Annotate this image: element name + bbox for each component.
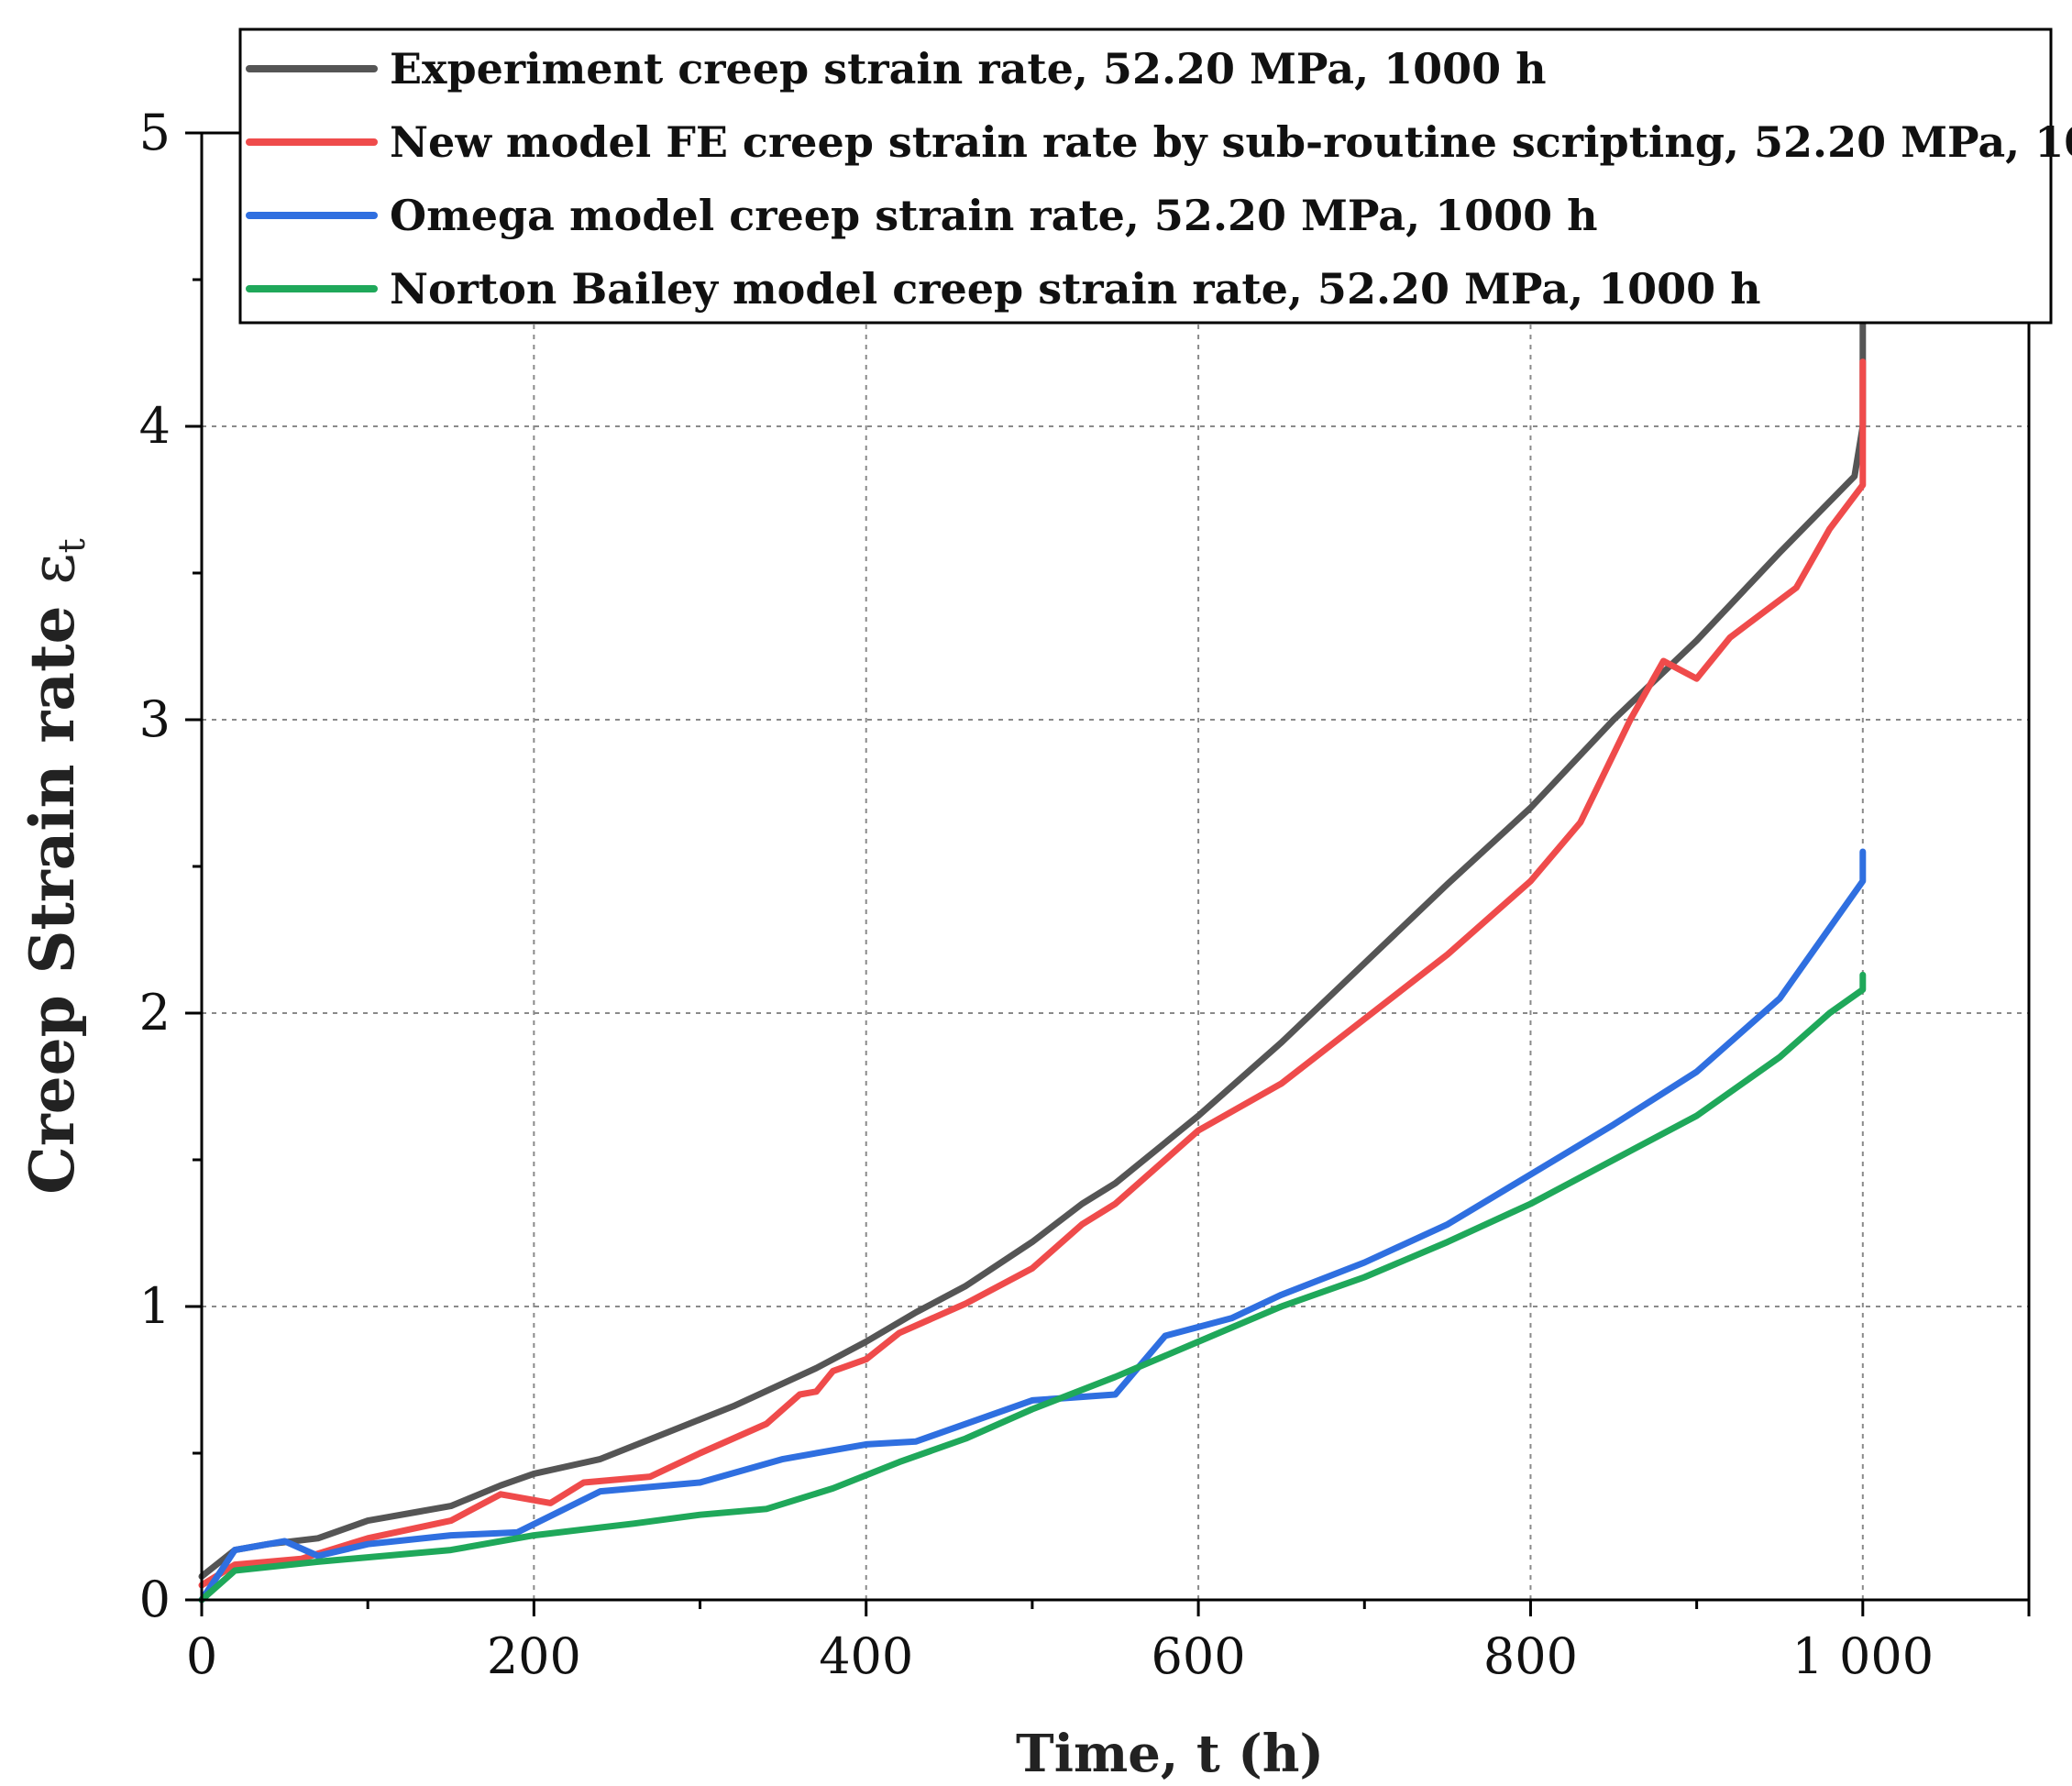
- y-axis-title: Creep Strain rate εt: [17, 538, 94, 1194]
- x-tick-label: 200: [487, 1627, 581, 1685]
- x-tick-label: 0: [186, 1627, 217, 1685]
- legend-label-4: Norton Bailey model creep strain rate, 5…: [390, 264, 1761, 314]
- y-axis-title-symbol: ε: [17, 553, 88, 584]
- y-axis-title-main: Creep Strain rate: [17, 585, 88, 1195]
- x-tick-label: 1 000: [1792, 1627, 1934, 1685]
- axis-ticks: 0 200 400 600 800 1 000 0 1 2 3 4 5: [139, 104, 2031, 1685]
- legend-label-1: Experiment creep strain rate, 52.20 MPa,…: [390, 44, 1547, 94]
- y-tick-label: 2: [139, 984, 171, 1042]
- x-axis-title: Time, t (h): [1016, 1724, 1324, 1784]
- legend: Experiment creep strain rate, 52.20 MPa,…: [238, 28, 2072, 325]
- series-lines: [198, 291, 1867, 1604]
- series-line-4: [198, 971, 1867, 1604]
- legend-box: [238, 28, 2053, 325]
- x-tick-label: 600: [1152, 1627, 1246, 1685]
- y-axis-title-subscript: t: [51, 538, 94, 553]
- y-tick-label: 5: [139, 104, 171, 161]
- y-tick-label: 1: [139, 1277, 171, 1335]
- y-tick-label: 4: [139, 397, 171, 455]
- x-tick-label: 400: [819, 1627, 913, 1685]
- x-tick-label: 800: [1483, 1627, 1578, 1685]
- series-line-2: [198, 358, 1867, 1589]
- legend-label-3: Omega model creep strain rate, 52.20 MPa…: [390, 191, 1598, 240]
- legend-entries: Experiment creep strain rate, 52.20 MPa,…: [246, 44, 2072, 314]
- series-line-3: [198, 848, 1867, 1604]
- y-tick-label: 3: [139, 690, 171, 748]
- y-tick-label: 0: [139, 1571, 171, 1628]
- legend-label-2: New model FE creep strain rate by sub-ro…: [390, 117, 2072, 167]
- series-line-1: [198, 291, 1867, 1580]
